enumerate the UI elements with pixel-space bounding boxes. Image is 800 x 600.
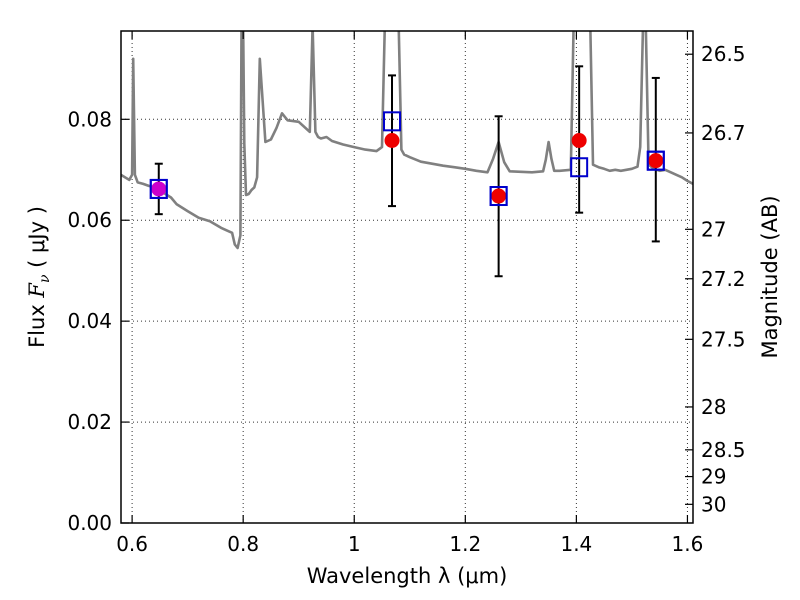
model-photometry-square — [570, 157, 589, 178]
right-tick-label: 26.5 — [701, 42, 746, 66]
x-tick-label: 0.8 — [227, 532, 259, 556]
y-tick-label: 0.08 — [67, 107, 112, 131]
x-tick-label: 1.4 — [560, 532, 592, 556]
observed-photometry-point — [571, 133, 587, 149]
x-tick-label: 0.6 — [116, 532, 148, 556]
plot-area — [121, 31, 693, 278]
ticks: 0.6 0.8 1 1.2 1.4 1.6 0.00 0.02 0.04 0.06 0.08 26.5… — [67, 31, 746, 556]
y-tick-label: 0.04 — [67, 309, 112, 333]
y-axis-label: Flux Fν ( μJy ) — [25, 206, 53, 348]
y-tick-label: 0.02 — [67, 410, 112, 434]
observed-photometry-point — [384, 133, 400, 149]
model-photometry-square-overlay — [489, 186, 508, 207]
x-tick-label: 1 — [348, 532, 361, 556]
right-tick-label: 27 — [701, 217, 726, 241]
right-tick-label: 29 — [701, 465, 726, 489]
observed-photometry-point — [491, 188, 507, 204]
x-tick-label: 1.6 — [672, 532, 704, 556]
right-tick-label: 30 — [701, 492, 726, 516]
y-tick-label: 0.00 — [67, 511, 112, 535]
axes-frame — [120, 30, 694, 524]
right-tick-label: 26.7 — [701, 121, 746, 145]
observed-photometry-point — [648, 153, 664, 169]
spectrum-line — [121, 31, 693, 250]
right-tick-label: 27.2 — [701, 267, 746, 291]
grid — [121, 31, 693, 524]
x-tick-label: 1.2 — [449, 532, 481, 556]
y-tick-label: 0.06 — [67, 208, 112, 232]
observed-photometry-point — [151, 181, 167, 197]
model-photometry-square — [383, 111, 402, 132]
right-axis-label: Magnitude (AB) — [758, 195, 782, 358]
x-axis-label: Wavelength λ (μm) — [307, 564, 508, 588]
right-tick-label: 27.5 — [701, 327, 746, 351]
model-photometry-square-overlay — [646, 150, 665, 171]
model-photometry-square-overlay — [149, 178, 168, 199]
right-tick-label: 28 — [701, 395, 726, 419]
right-tick-label: 28.5 — [701, 438, 746, 462]
